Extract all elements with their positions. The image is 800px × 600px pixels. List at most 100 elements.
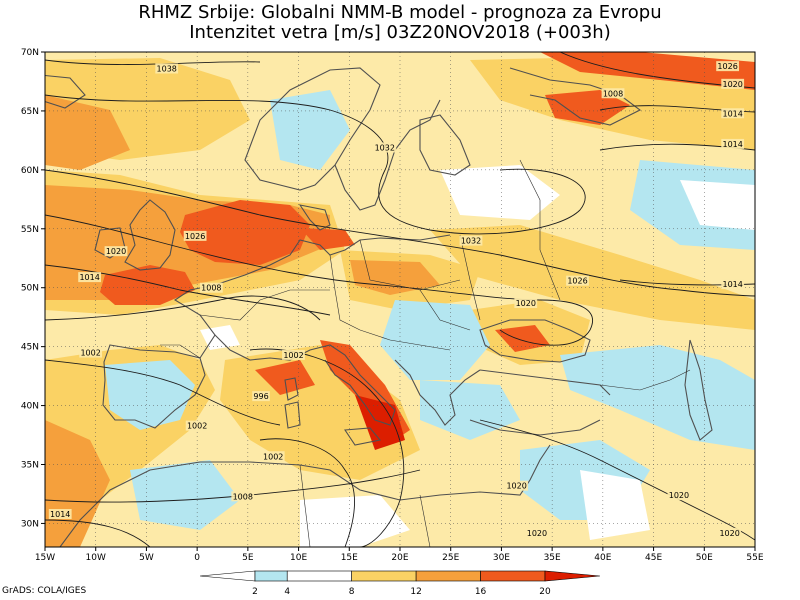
legend-tick-label: 4 [284, 587, 290, 597]
coast-france-north [173, 234, 451, 359]
lon-tick-label: 45E [645, 553, 662, 563]
isobar-label-bg [261, 451, 285, 462]
border-libya-egypt [419, 494, 431, 547]
isobar-1002-b [249, 348, 405, 547]
isobar-label-bg [282, 349, 305, 360]
isobar-label: 1008 [233, 492, 253, 501]
wind-speed-legend: 2 4 8 12 16 20 [199, 570, 601, 597]
border-poland [359, 239, 461, 291]
isobars [45, 52, 755, 547]
isobar-1002-c [259, 438, 355, 547]
coast-iberia [102, 344, 206, 429]
lon-tick-label: 35E [544, 553, 561, 563]
calm-region-caucasus [560, 345, 755, 450]
isobar-label: 1020 [527, 529, 547, 538]
coast-turkey-south [469, 419, 601, 436]
legend-tick-label: 12 [410, 587, 421, 597]
isobar-label-bg [566, 275, 589, 286]
coast-kola [509, 67, 642, 126]
isobar-label-bg [721, 279, 745, 290]
isobar-label: 1020 [723, 80, 743, 89]
legend-swatch [480, 570, 546, 582]
lat-tick-label: 30N [21, 519, 39, 529]
isobar-label: 1008 [603, 89, 623, 98]
border-pyrenees [160, 344, 201, 359]
isobar-label-bg [78, 272, 102, 283]
isobar-label: 1032 [461, 237, 481, 246]
lat-tick-label: 50N [21, 284, 39, 294]
lon-tick-label: 15E [341, 553, 358, 563]
wind-region-poland [350, 260, 440, 295]
lat-tick-label: 55N [21, 225, 39, 235]
wind-core-barents [540, 52, 755, 90]
border-germany-east [329, 254, 361, 331]
isobar-label-bg [252, 391, 270, 402]
isobar-label: 1026 [567, 277, 587, 286]
legend-arrow-high [544, 570, 601, 582]
coast-turkey-north [479, 369, 611, 396]
lat-tick-label: 65N [21, 107, 39, 117]
isobar-1014 [45, 264, 331, 316]
border-algeria-libya [299, 464, 311, 547]
coast-denmark [298, 204, 331, 231]
border-belarus [459, 234, 481, 321]
legend-tick-label: 2 [252, 587, 258, 597]
latitude-axis: 70N 65N 60N 55N 50N 45N 40N 35N 30N [21, 48, 45, 529]
isobar-label-bg [48, 509, 72, 519]
wind-core-white-sea [545, 90, 630, 125]
coast-finland [419, 114, 471, 176]
legend-swatch [286, 570, 352, 582]
lon-tick-label: 20E [391, 553, 408, 563]
isobar-label-bg [155, 63, 179, 74]
isobar-1032 [45, 94, 586, 235]
isobar-label: 1020 [669, 491, 689, 500]
isobar-label-bg [199, 282, 223, 293]
isobar-label: 1002 [283, 351, 303, 360]
isobar-label-bg [718, 527, 742, 538]
isobar-label: 1014 [723, 109, 743, 118]
longitude-axis: 15W 10W 5W 0 5E 10E 15E 20E 25E 30E 35E 40E 45E 50E 55… [35, 547, 764, 563]
wind-core-north-sea [180, 200, 310, 265]
calm-region-france-south [200, 325, 240, 350]
isobar-label: 1026 [717, 62, 737, 71]
border-france-germany [199, 289, 330, 321]
coast-iceland [45, 74, 86, 109]
isobar-label-bg [667, 490, 691, 501]
isobar-label: 1002 [80, 349, 100, 358]
isobar-label: 1020 [506, 482, 526, 491]
isobar-label: 1002 [263, 452, 283, 461]
isobar-label: 1020 [719, 529, 739, 538]
legend-tick-label: 20 [539, 587, 551, 597]
isobar-label-bg [104, 246, 128, 257]
isobar-label-bg [721, 78, 745, 89]
isobar-1014-south [45, 519, 151, 547]
lon-tick-label: 50E [696, 553, 713, 563]
isobar-label-bg [721, 108, 745, 119]
isobar-label-bg [601, 88, 625, 99]
isobar-label-bg [505, 480, 529, 491]
border-caucasus [599, 369, 691, 391]
lon-tick-label: 5W [139, 553, 154, 563]
wind-region-iceland-gale [45, 95, 130, 170]
coast-italy [214, 334, 396, 426]
calm-region-libya [300, 495, 410, 547]
lon-tick-label: 40E [594, 553, 611, 563]
border-ukraine [419, 289, 471, 331]
legend-swatch [254, 570, 288, 582]
coastlines [45, 67, 713, 547]
lat-tick-label: 35N [21, 461, 39, 471]
coast-corsica [284, 377, 299, 401]
isobar-label-bg [79, 347, 103, 358]
lon-tick-label: 10E [290, 553, 307, 563]
isobar-label-bg [721, 138, 745, 149]
lon-tick-label: 55E [746, 553, 763, 563]
isobar-1002-a [45, 359, 281, 426]
isobar-label: 1020 [516, 299, 536, 308]
legend-swatch [415, 570, 481, 582]
map-subtitle: Intenzitet vetra [m/s] 03Z20NOV2018 (+00… [189, 22, 611, 43]
calm-region-baltic-inland [440, 165, 560, 220]
wind-core-crimea [495, 325, 550, 352]
isobar-label-bg [183, 230, 207, 241]
lon-tick-label: 10W [86, 553, 106, 563]
